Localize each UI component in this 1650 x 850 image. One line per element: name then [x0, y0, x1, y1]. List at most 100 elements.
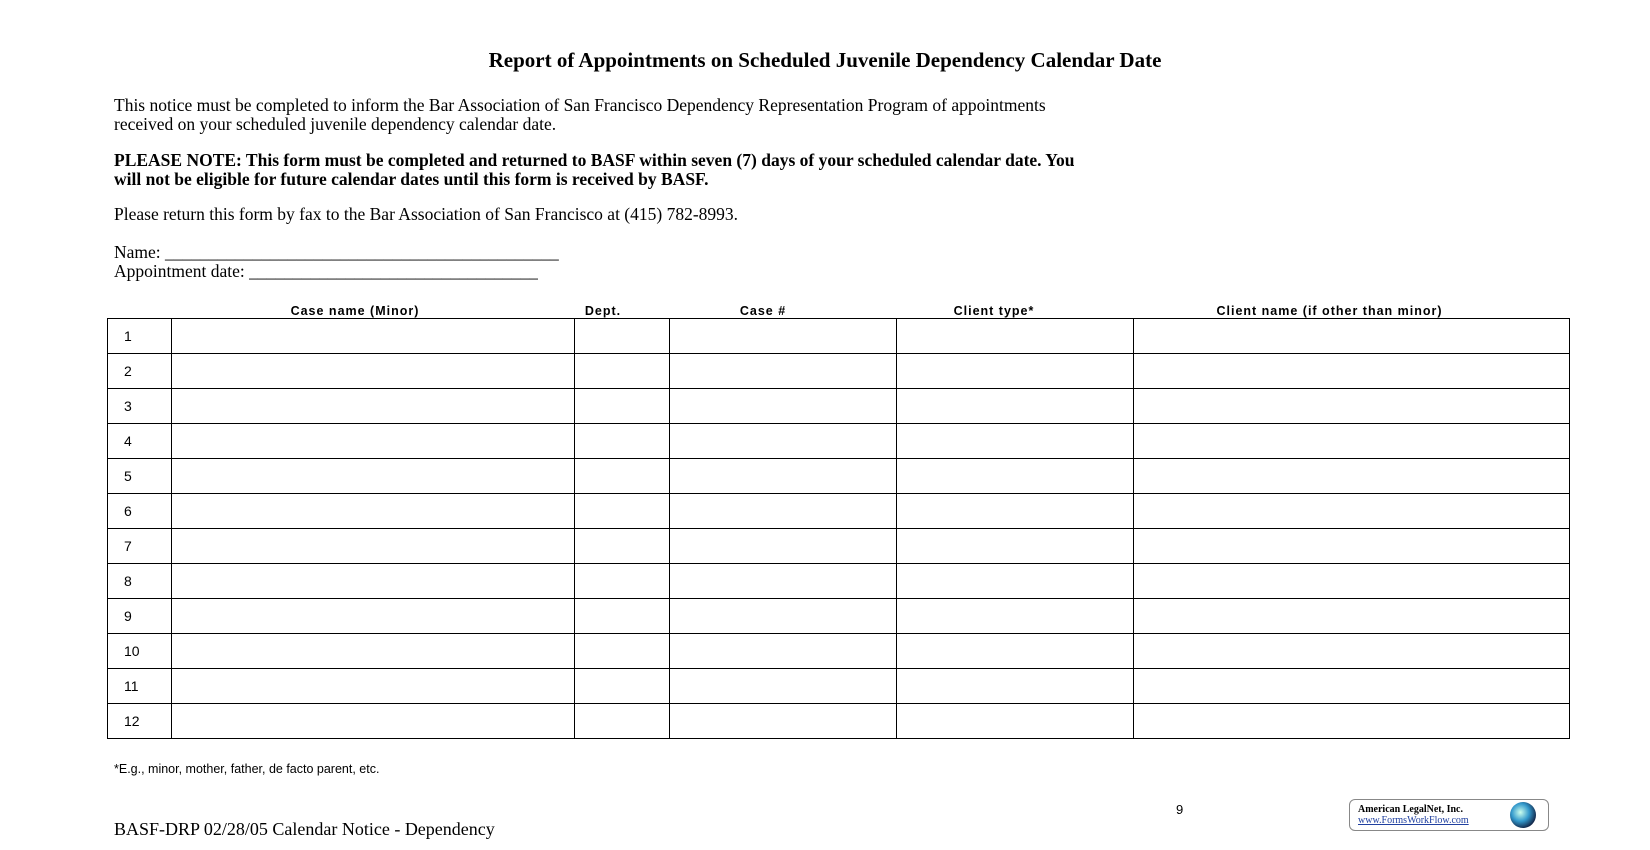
table-cell[interactable]: [669, 703, 897, 739]
table-cell[interactable]: [574, 388, 670, 424]
table-row: 3: [107, 388, 1570, 424]
header-client-name: Client name (if other than minor): [1216, 304, 1443, 318]
american-legalnet-logo: American LegalNet, Inc. www.FormsWorkFlo…: [1349, 799, 1549, 831]
table-cell[interactable]: [896, 458, 1134, 494]
table-cell[interactable]: [669, 353, 897, 389]
table-cell[interactable]: [669, 668, 897, 704]
table-row: 10: [107, 633, 1570, 669]
table-cell[interactable]: [896, 668, 1134, 704]
table-cell[interactable]: [574, 528, 670, 564]
table-cell[interactable]: [896, 388, 1134, 424]
table-row: 8: [107, 563, 1570, 599]
table-cell[interactable]: [1133, 528, 1570, 564]
table-cell[interactable]: [574, 668, 670, 704]
table-cell[interactable]: [574, 353, 670, 389]
table-row: 7: [107, 528, 1570, 564]
table-cell[interactable]: [171, 493, 575, 529]
table-cell[interactable]: [669, 598, 897, 634]
table-cell[interactable]: [574, 318, 670, 354]
intro-line-1: This notice must be completed to inform …: [114, 95, 1046, 115]
name-field[interactable]: Name: __________________________________…: [114, 242, 559, 262]
table-cell[interactable]: [896, 633, 1134, 669]
logo-url[interactable]: www.FormsWorkFlow.com: [1358, 815, 1469, 826]
table-cell[interactable]: [171, 528, 575, 564]
note-line-1: PLEASE NOTE: This form must be completed…: [114, 150, 1075, 170]
table-cell[interactable]: [669, 388, 897, 424]
table-cell[interactable]: [1133, 318, 1570, 354]
table-cell[interactable]: [669, 493, 897, 529]
table-cell[interactable]: [574, 703, 670, 739]
row-number: 7: [107, 528, 172, 564]
table-cell[interactable]: [669, 423, 897, 459]
page-title: Report of Appointments on Scheduled Juve…: [488, 48, 1162, 72]
table-cell[interactable]: [574, 458, 670, 494]
table-cell[interactable]: [1133, 703, 1570, 739]
footnote: *E.g., minor, mother, father, de facto p…: [114, 762, 380, 776]
table-cell[interactable]: [896, 598, 1134, 634]
table-row: 11: [107, 668, 1570, 704]
table-cell[interactable]: [896, 493, 1134, 529]
table-cell[interactable]: [1133, 353, 1570, 389]
table-cell[interactable]: [669, 633, 897, 669]
header-dept: Dept.: [584, 304, 622, 318]
header-client-type: Client type*: [953, 304, 1035, 318]
table-cell[interactable]: [574, 598, 670, 634]
row-number: 10: [107, 633, 172, 669]
row-number: 8: [107, 563, 172, 599]
note-line-2: will not be eligible for future calendar…: [114, 169, 709, 189]
table-cell[interactable]: [896, 353, 1134, 389]
row-number: 4: [107, 423, 172, 459]
table-cell[interactable]: [1133, 423, 1570, 459]
table-cell[interactable]: [1133, 598, 1570, 634]
table-cell[interactable]: [1133, 633, 1570, 669]
intro-line-2: received on your scheduled juvenile depe…: [114, 114, 557, 134]
table-cell[interactable]: [1133, 563, 1570, 599]
table-row: 4: [107, 423, 1570, 459]
row-number: 5: [107, 458, 172, 494]
table-cell[interactable]: [1133, 388, 1570, 424]
table-cell[interactable]: [171, 458, 575, 494]
row-number: 9: [107, 598, 172, 634]
table-cell[interactable]: [171, 563, 575, 599]
table-row: 12: [107, 703, 1570, 739]
table-cell[interactable]: [896, 563, 1134, 599]
table-cell[interactable]: [1133, 458, 1570, 494]
header-case-number: Case #: [739, 304, 787, 318]
return-instructions: Please return this form by fax to the Ba…: [114, 204, 739, 224]
row-number: 11: [107, 668, 172, 704]
table-cell[interactable]: [1133, 493, 1570, 529]
table-cell[interactable]: [171, 423, 575, 459]
table-cell[interactable]: [574, 633, 670, 669]
row-number: 6: [107, 493, 172, 529]
table-cell[interactable]: [1133, 668, 1570, 704]
table-cell[interactable]: [669, 563, 897, 599]
table-row: 9: [107, 598, 1570, 634]
table-cell[interactable]: [896, 528, 1134, 564]
table-row: 1: [107, 318, 1570, 354]
table-cell[interactable]: [574, 563, 670, 599]
table-row: 6: [107, 493, 1570, 529]
table-cell[interactable]: [896, 318, 1134, 354]
table-cell[interactable]: [171, 318, 575, 354]
table-cell[interactable]: [171, 633, 575, 669]
table-row: 2: [107, 353, 1570, 389]
table-cell[interactable]: [171, 598, 575, 634]
appointment-date-field[interactable]: Appointment date: ______________________…: [114, 261, 538, 281]
header-case-name: Case name (Minor): [290, 304, 420, 318]
table-cell[interactable]: [171, 703, 575, 739]
table-cell[interactable]: [574, 423, 670, 459]
table-cell[interactable]: [896, 423, 1134, 459]
globe-icon: [1510, 802, 1536, 828]
table-cell[interactable]: [171, 388, 575, 424]
appointments-table: 1 2 3 4 5 6 7 8 9 10 11 12: [107, 318, 1570, 739]
row-number: 12: [107, 703, 172, 739]
table-cell[interactable]: [669, 528, 897, 564]
table-cell[interactable]: [669, 318, 897, 354]
table-cell[interactable]: [171, 668, 575, 704]
table-cell[interactable]: [669, 458, 897, 494]
table-cell[interactable]: [171, 353, 575, 389]
table-cell[interactable]: [896, 703, 1134, 739]
row-number: 1: [107, 318, 172, 354]
table-cell[interactable]: [574, 493, 670, 529]
